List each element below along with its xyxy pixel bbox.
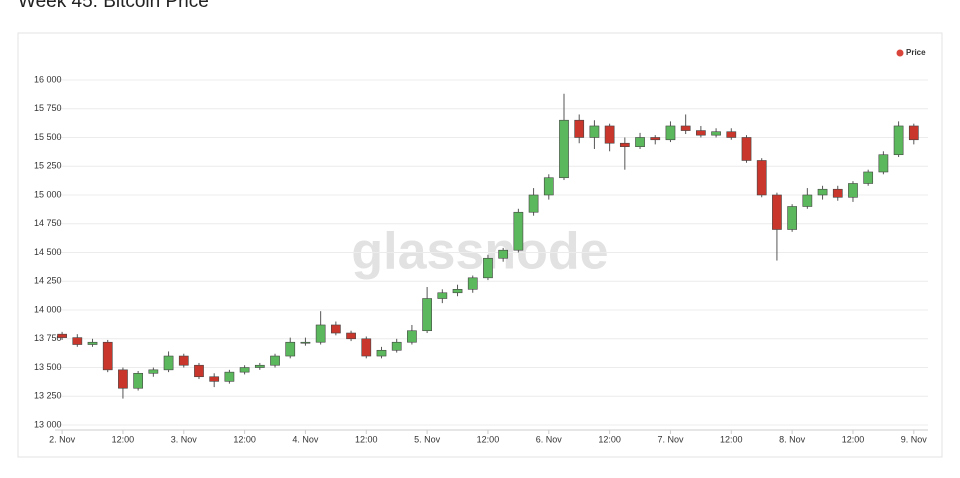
y-tick-label: 13 250 xyxy=(34,391,62,401)
y-tick-label: 14 500 xyxy=(34,247,62,257)
x-tick-label: 9. Nov xyxy=(901,434,928,444)
candle-body xyxy=(802,194,813,207)
legend-marker xyxy=(896,49,904,57)
candle-body xyxy=(483,257,493,279)
candle-body xyxy=(391,341,402,351)
y-tick-label: 14 750 xyxy=(34,218,62,228)
x-tick-label: 8. Nov xyxy=(779,434,806,444)
legend-label: Price xyxy=(906,48,926,57)
candle-body xyxy=(756,160,767,196)
candle-body xyxy=(361,338,372,357)
candle-body xyxy=(559,119,569,179)
candle-body xyxy=(589,125,600,138)
y-tick-label: 16 000 xyxy=(34,74,62,84)
candle-body xyxy=(711,131,721,136)
x-tick-label: 12:00 xyxy=(477,434,500,444)
x-tick-label: 5. Nov xyxy=(414,434,441,444)
candle-body xyxy=(665,125,676,141)
candle-body xyxy=(72,337,83,345)
candle-body xyxy=(528,194,539,213)
candle-body xyxy=(832,188,843,198)
candle-body xyxy=(102,341,113,371)
candle-body xyxy=(57,333,67,338)
candle-body xyxy=(848,183,858,198)
candle-body xyxy=(498,249,509,259)
candle-body xyxy=(330,324,341,334)
candle-body xyxy=(300,341,311,344)
y-tick-label: 14 250 xyxy=(34,276,62,286)
candle-body xyxy=(178,355,189,366)
candle-body xyxy=(270,355,280,366)
candle-body xyxy=(87,341,98,345)
y-tick-label: 13 750 xyxy=(34,333,62,343)
x-tick-label: 12:00 xyxy=(233,434,256,444)
x-tick-label: 12:00 xyxy=(112,434,135,444)
candle-body xyxy=(224,371,235,382)
candle-body xyxy=(315,324,326,343)
candle-body xyxy=(574,119,585,138)
candle-body xyxy=(209,376,220,382)
candle-body xyxy=(133,372,144,389)
candle-body xyxy=(787,206,797,230)
candle-body xyxy=(696,130,706,136)
watermark: glassnode xyxy=(351,223,608,281)
candle-body xyxy=(680,125,691,131)
candle-body xyxy=(437,292,448,299)
candle-body xyxy=(893,125,904,156)
candle-body xyxy=(254,364,265,368)
x-tick-label: 7. Nov xyxy=(657,434,684,444)
candle-body xyxy=(543,177,554,196)
x-tick-label: 12:00 xyxy=(355,434,378,444)
candle-body xyxy=(817,188,828,196)
x-tick-label: 12:00 xyxy=(598,434,621,444)
y-tick-label: 13 500 xyxy=(34,362,62,372)
x-tick-label: 6. Nov xyxy=(536,434,563,444)
y-tick-label: 15 500 xyxy=(34,132,62,142)
candle-body xyxy=(285,341,296,357)
candle-body xyxy=(376,349,387,357)
candle-body xyxy=(239,367,250,373)
candle-body xyxy=(407,330,417,343)
candle-body xyxy=(650,137,661,141)
x-tick-label: 2. Nov xyxy=(49,434,76,444)
y-tick-label: 15 000 xyxy=(34,189,62,199)
candle-body xyxy=(467,277,478,290)
candle-body xyxy=(346,332,356,340)
x-tick-label: 4. Nov xyxy=(292,434,319,444)
x-tick-label: 3. Nov xyxy=(171,434,198,444)
chart-card xyxy=(17,32,943,458)
candle-body xyxy=(118,369,128,389)
candle-body xyxy=(513,211,524,251)
y-tick-label: 14 000 xyxy=(34,304,62,314)
candle-body xyxy=(604,125,615,144)
candle-body xyxy=(741,137,752,161)
chart-title: Week 45: Bitcoin Price xyxy=(18,0,209,12)
candle-body xyxy=(148,369,159,374)
candle-body xyxy=(908,125,919,141)
y-tick-label: 15 750 xyxy=(34,103,62,113)
candle-body xyxy=(194,364,204,378)
candle-body xyxy=(163,355,174,371)
candle-body xyxy=(422,298,432,332)
candle-body xyxy=(863,171,874,184)
y-tick-label: 15 250 xyxy=(34,161,62,171)
x-tick-label: 12:00 xyxy=(842,434,865,444)
candle-body xyxy=(772,194,782,230)
candle-body xyxy=(635,137,645,147)
candle-body xyxy=(619,142,630,147)
y-tick-label: 13 000 xyxy=(34,419,62,429)
candle-body xyxy=(878,154,889,173)
candle-body xyxy=(452,289,463,294)
candle-body xyxy=(726,131,737,138)
x-tick-label: 12:00 xyxy=(720,434,743,444)
